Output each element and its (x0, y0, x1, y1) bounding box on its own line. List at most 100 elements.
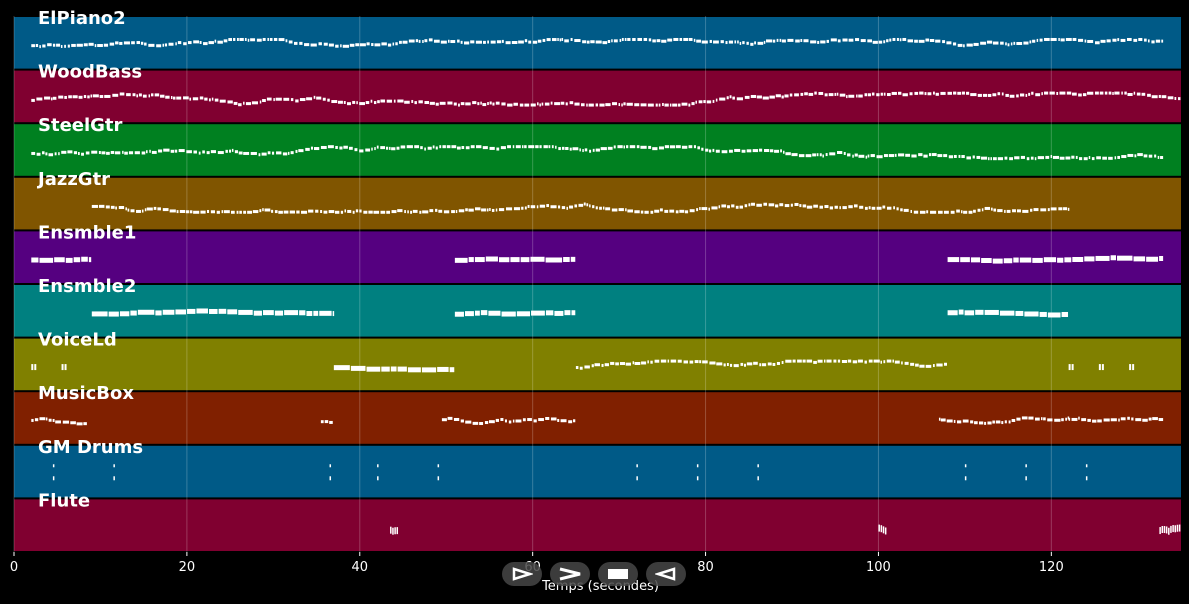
note (919, 364, 925, 368)
note (315, 209, 319, 213)
note (1079, 157, 1083, 161)
note (81, 256, 88, 262)
note (972, 155, 975, 159)
note (784, 204, 790, 208)
track-label: WoodBass (38, 62, 142, 83)
note (933, 91, 935, 95)
note (288, 40, 293, 44)
note (193, 210, 200, 214)
note (511, 40, 518, 44)
note (625, 362, 631, 366)
note (488, 310, 501, 316)
note (886, 359, 892, 363)
note (119, 41, 123, 45)
note (746, 362, 753, 366)
note (183, 42, 187, 46)
note (451, 210, 455, 214)
note (151, 150, 157, 154)
note (960, 210, 963, 214)
note (1104, 91, 1108, 95)
note (987, 93, 992, 97)
note (1063, 207, 1068, 211)
note (273, 37, 278, 41)
note (122, 150, 124, 154)
note (733, 364, 739, 368)
note (650, 360, 653, 364)
note (705, 148, 709, 152)
note (1132, 364, 1135, 371)
note (648, 145, 652, 149)
note (1106, 39, 1111, 43)
note (261, 152, 267, 156)
note (424, 39, 428, 43)
note (521, 206, 524, 210)
note (803, 39, 809, 43)
note (1083, 157, 1088, 161)
note (731, 204, 735, 208)
drum-hit (52, 476, 55, 481)
note (1087, 39, 1094, 43)
note (960, 257, 970, 263)
note (868, 359, 873, 363)
note (160, 94, 165, 98)
note (371, 43, 374, 47)
note (837, 359, 841, 363)
note (841, 360, 848, 364)
note (250, 151, 257, 155)
note (1084, 256, 1095, 262)
note (278, 38, 285, 42)
note (512, 145, 515, 149)
drum-hit (757, 464, 759, 468)
note (779, 38, 782, 42)
note (1005, 93, 1009, 97)
note (1095, 255, 1110, 261)
note (528, 40, 532, 44)
note (521, 145, 524, 149)
note (658, 146, 664, 150)
drum-hit (377, 464, 379, 468)
note (495, 101, 500, 105)
note (316, 96, 322, 100)
note (1126, 37, 1132, 41)
note (477, 102, 480, 106)
note (318, 42, 322, 46)
note (975, 309, 984, 315)
play-from-start-button[interactable] (502, 562, 542, 586)
rewind-button[interactable] (646, 562, 686, 586)
note (953, 419, 956, 423)
note (442, 145, 446, 149)
stop-button[interactable] (598, 562, 638, 586)
note (175, 42, 177, 46)
note (1052, 155, 1059, 159)
note (858, 154, 865, 158)
note (957, 91, 962, 95)
note (783, 150, 785, 154)
note (1078, 416, 1080, 420)
note (627, 209, 634, 213)
note (1118, 418, 1120, 422)
note (420, 146, 423, 150)
note (940, 91, 946, 95)
note (943, 154, 948, 158)
note (789, 93, 793, 97)
note (1058, 207, 1063, 211)
play-button[interactable] (550, 562, 590, 586)
note (468, 208, 474, 212)
note (550, 205, 557, 209)
note (966, 91, 970, 95)
note (432, 145, 435, 149)
note (298, 149, 304, 153)
note (187, 308, 196, 314)
note (624, 37, 627, 41)
note (706, 100, 712, 104)
note (1151, 40, 1155, 44)
note (703, 100, 706, 104)
note (276, 151, 282, 155)
note (1044, 37, 1050, 41)
note (856, 94, 858, 98)
note (579, 366, 583, 370)
note (512, 419, 515, 423)
note (1143, 154, 1148, 158)
note (612, 102, 618, 106)
note (1148, 417, 1152, 421)
